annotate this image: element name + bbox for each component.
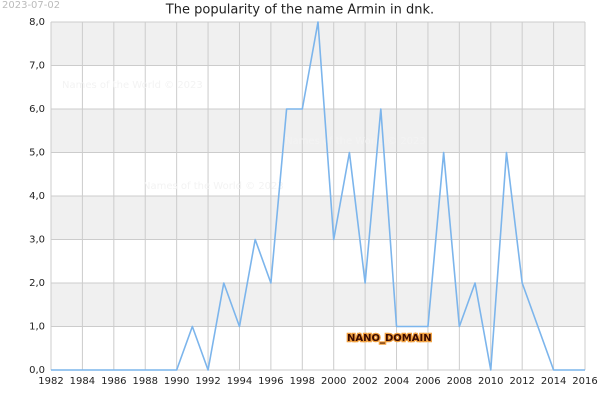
x-tick-label: 2010 <box>478 376 503 387</box>
y-tick-label: 3,0 <box>29 235 45 246</box>
data-line <box>51 21 585 371</box>
domain-label: NANO_DOMAIN <box>347 333 432 344</box>
watermark: Names of the World © 2023 <box>62 80 203 91</box>
x-tick-label: 1984 <box>70 376 95 387</box>
x-tick-label: 1998 <box>290 376 315 387</box>
x-tick-label: 2016 <box>572 376 597 387</box>
y-tick-label: 6,0 <box>29 104 45 115</box>
watermark: Names of the World © 2023 <box>285 136 426 147</box>
x-tick-label: 2012 <box>509 376 534 387</box>
y-tick-label: 4,0 <box>29 191 45 202</box>
x-tick-label: 1994 <box>227 376 252 387</box>
plot-band <box>51 326 585 370</box>
x-tick-label: 2004 <box>384 376 409 387</box>
x-tick-label: 2008 <box>447 376 472 387</box>
plot-band <box>51 196 585 240</box>
chart-title: The popularity of the name Armin in dnk. <box>165 3 434 18</box>
x-tick-label: 1996 <box>258 376 283 387</box>
y-tick-label: 0,0 <box>29 365 45 376</box>
x-tick-label: 1990 <box>164 376 189 387</box>
y-tick-label: 5,0 <box>29 148 45 159</box>
watermark: Names of the World © 2023 <box>143 181 284 192</box>
x-tick-label: 1988 <box>133 376 158 387</box>
plot-band <box>51 239 585 283</box>
x-tick-label: 1992 <box>195 376 220 387</box>
date-stamp: 2023-07-02 <box>2 0 60 11</box>
plot-band <box>51 152 585 196</box>
y-tick-label: 1,0 <box>29 322 45 333</box>
plot-band <box>51 283 585 327</box>
x-tick-label: 2006 <box>415 376 440 387</box>
plot-band <box>51 65 585 109</box>
x-tick-label: 1986 <box>101 376 126 387</box>
y-tick-label: 7,0 <box>29 61 45 72</box>
plot-band <box>51 109 585 153</box>
x-tick-label: 2002 <box>352 376 377 387</box>
y-tick-label: 2,0 <box>29 278 45 289</box>
y-tick-label: 8,0 <box>29 17 45 28</box>
x-tick-label: 2000 <box>321 376 346 387</box>
x-tick-label: 1982 <box>38 376 63 387</box>
x-tick-label: 2014 <box>541 376 566 387</box>
